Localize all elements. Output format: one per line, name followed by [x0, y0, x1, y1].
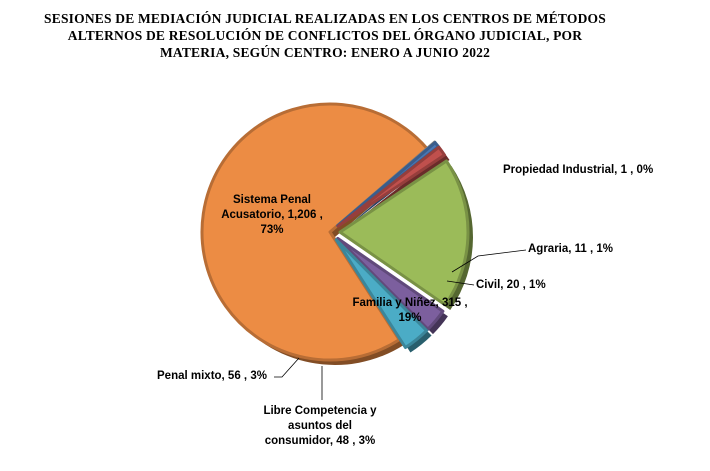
chart-title-line-1: SESIONES DE MEDIACIÓN JUDICIAL REALIZADA…: [44, 11, 606, 26]
label-civil: Civil, 20 , 1%: [476, 279, 546, 291]
label-familia-line-2: 19%: [398, 312, 422, 324]
label-agraria: Agraria, 11 , 1%: [528, 243, 614, 255]
slice-familia-y-ninez: [338, 159, 470, 307]
chart-title-line-3: MATERIA, SEGÚN CENTRO: ENERO A JUNIO 202…: [159, 45, 491, 60]
label-spa-line-2: Acusatorio, 1,206 ,: [221, 209, 323, 221]
label-sistema-penal-acusatorio: Sistema Penal Acusatorio, 1,206 , 73%: [212, 193, 332, 238]
label-spa-line-3: 73%: [260, 224, 284, 236]
label-familia-y-ninez: Familia y Niñez, 315 , 19%: [345, 296, 475, 326]
label-libre-line-1: Libre Competencia y: [263, 405, 377, 417]
slice-penal-mixto: [334, 238, 429, 349]
pie-slices: [200, 102, 473, 366]
slice-libre-competencia-y-asuntos-del-consumidor: [336, 236, 445, 331]
label-propiedad-industrial: Propiedad Industrial, 1 , 0%: [503, 164, 654, 176]
label-libre-line-3: consumidor, 48 , 3%: [264, 435, 376, 447]
label-penal-mixto: Penal mixto, 56 , 3%: [157, 370, 267, 382]
leader-civil: [446, 280, 475, 286]
chart-title-line-2: ALTERNOS DE RESOLUCIÓN DE CONFLICTOS DEL…: [67, 28, 583, 43]
leader-penal-mixto: [274, 357, 300, 378]
leader-agraria: [451, 249, 527, 273]
label-spa-line-1: Sistema Penal: [233, 194, 311, 206]
label-libre-line-2: asuntos del: [288, 420, 352, 432]
leader-lines: [274, 249, 527, 400]
label-familia-line-1: Familia y Niñez, 315 ,: [352, 297, 468, 309]
slice-civil: [336, 145, 447, 228]
chart-title: SESIONES DE MEDIACIÓN JUDICIAL REALIZADA…: [0, 10, 650, 61]
label-libre-competencia: Libre Competencia y asuntos del consumid…: [250, 404, 390, 449]
